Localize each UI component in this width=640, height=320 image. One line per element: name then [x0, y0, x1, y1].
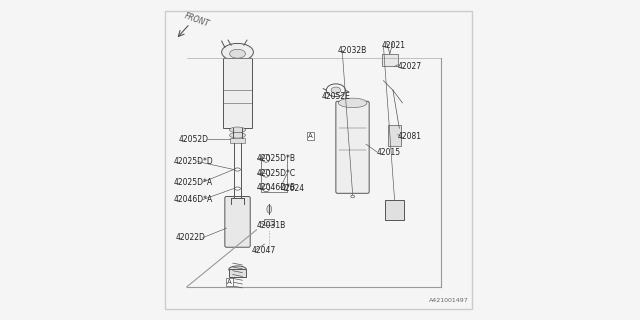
Ellipse shape: [230, 49, 246, 58]
Text: 42031B: 42031B: [257, 220, 286, 229]
Bar: [388, 125, 401, 146]
Ellipse shape: [230, 132, 246, 138]
Text: 42025D*C: 42025D*C: [257, 169, 296, 178]
Text: 42025D*B: 42025D*B: [257, 154, 296, 163]
Bar: [382, 54, 397, 67]
Text: 42052E: 42052E: [321, 92, 351, 101]
Text: FRONT: FRONT: [184, 12, 211, 29]
FancyBboxPatch shape: [223, 59, 252, 128]
FancyBboxPatch shape: [225, 196, 250, 247]
Text: A421001497: A421001497: [429, 298, 469, 303]
Text: 42046D*A: 42046D*A: [174, 195, 213, 204]
Text: 42021: 42021: [382, 41, 406, 50]
Text: 42027: 42027: [397, 62, 422, 71]
Ellipse shape: [230, 127, 246, 133]
Text: A: A: [227, 279, 232, 285]
Text: 42046D*B: 42046D*B: [257, 183, 296, 192]
Ellipse shape: [267, 205, 271, 213]
Text: 42047: 42047: [252, 246, 276, 255]
Circle shape: [262, 170, 270, 177]
Text: 42032B: 42032B: [337, 46, 367, 55]
Ellipse shape: [228, 266, 246, 273]
Text: 42025D*A: 42025D*A: [174, 178, 213, 187]
Ellipse shape: [221, 44, 253, 61]
Text: 42025D*D: 42025D*D: [174, 157, 214, 166]
Ellipse shape: [331, 87, 340, 93]
Text: 42015: 42015: [377, 148, 401, 156]
Bar: [230, 138, 246, 142]
Text: 42024: 42024: [280, 184, 305, 193]
Ellipse shape: [339, 98, 367, 108]
FancyBboxPatch shape: [229, 269, 246, 277]
Text: 42052D: 42052D: [179, 135, 209, 144]
Ellipse shape: [235, 168, 241, 171]
Circle shape: [262, 155, 270, 162]
Text: 42081: 42081: [397, 132, 422, 141]
Text: A: A: [308, 133, 313, 139]
Ellipse shape: [351, 195, 355, 198]
Bar: [385, 200, 404, 220]
Ellipse shape: [235, 187, 241, 190]
Circle shape: [262, 184, 270, 192]
Text: 42022D: 42022D: [175, 233, 205, 242]
FancyBboxPatch shape: [336, 101, 369, 193]
Bar: [264, 219, 274, 225]
